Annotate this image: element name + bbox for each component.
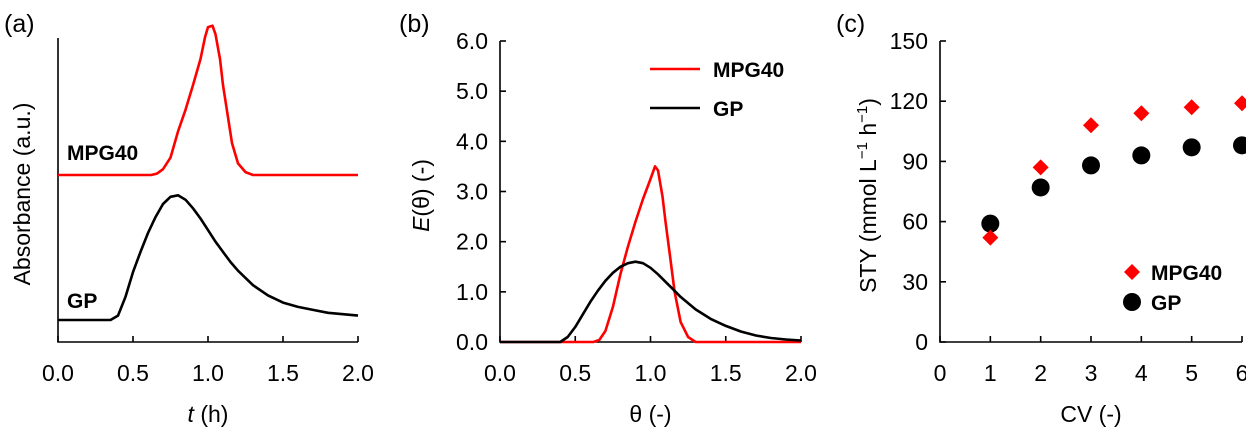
data-point-mpg40 xyxy=(982,230,998,246)
x-tick-label: 4 xyxy=(1135,360,1148,386)
x-tick-label: 0.5 xyxy=(117,360,149,386)
legend-swatch-gp xyxy=(1123,293,1141,311)
panel-label: (c) xyxy=(836,10,865,38)
y-axis-label-end: ) xyxy=(855,98,881,106)
legend-label-gp: GP xyxy=(1151,292,1181,315)
series-line-mpg40 xyxy=(500,166,801,342)
legend: MPG40 GP xyxy=(1123,262,1222,315)
y-tick-label: 2.0 xyxy=(456,229,488,255)
data-point-gp xyxy=(1233,136,1246,154)
panel-label: (a) xyxy=(4,10,35,38)
x-tick-label: 1 xyxy=(984,360,997,386)
legend-label-mpg40: MPG40 xyxy=(713,59,784,82)
x-axis-label-unit: (h) xyxy=(194,401,229,427)
y-axis-label: Absorbance (a.u.) xyxy=(9,103,35,286)
series-line-gp xyxy=(500,262,801,342)
panel-a: 0.0 0.5 1.0 1.5 2.0 t (h) Absorbance (a.u.) MPG… xyxy=(4,10,374,427)
x-tick-label: 5 xyxy=(1185,360,1198,386)
x-tick-label: 0.5 xyxy=(559,360,591,386)
legend-label-gp: GP xyxy=(713,98,743,121)
x-tick-label: 0.0 xyxy=(484,360,516,386)
x-tick-label: 0 xyxy=(934,360,947,386)
x-axis-label: θ (-) xyxy=(629,401,671,427)
y-tick-label: 1.0 xyxy=(456,279,488,305)
y-axis-label: E(θ) (-) xyxy=(408,159,434,232)
data-point-gp xyxy=(1032,178,1050,196)
series-label-gp: GP xyxy=(67,290,97,313)
axes-frame xyxy=(940,41,1242,342)
marks xyxy=(981,95,1246,245)
x-tick-label: 2 xyxy=(1034,360,1047,386)
data-point-gp xyxy=(1183,138,1201,156)
x-tick-label: 6 xyxy=(1236,360,1246,386)
y-tick-label: 6.0 xyxy=(456,28,488,54)
y-axis-label-sup2: −1 xyxy=(854,106,871,123)
y-tick-label: 90 xyxy=(902,148,928,174)
y-tick-label: 150 xyxy=(890,28,928,54)
y-axis-label-sup1: −1 xyxy=(854,142,871,159)
y-axis-label: STY (mmol L−1 h−1) xyxy=(854,98,881,293)
y-tick-label: 3.0 xyxy=(456,179,488,205)
y-tick-label: 120 xyxy=(890,88,928,114)
y-tick-label: 60 xyxy=(902,209,928,235)
x-axis-label: t (h) xyxy=(188,401,229,427)
axes-frame xyxy=(58,38,358,342)
x-axis-label: CV (-) xyxy=(1060,401,1121,427)
x-tick-label: 1.5 xyxy=(710,360,742,386)
y-axis-label-mid: h xyxy=(855,123,881,142)
panel-label: (b) xyxy=(399,10,430,38)
legend: MPG40 GP xyxy=(650,59,784,121)
panel-b: 0.0 0.5 1.0 1.5 2.0 0.0 1.0 2.0 3.0 4.0 5.0 6.0 θ (-… xyxy=(399,10,817,427)
x-tick-label: 1.0 xyxy=(635,360,667,386)
legend-label-mpg40: MPG40 xyxy=(1151,262,1222,285)
y-tick-label: 5.0 xyxy=(456,78,488,104)
x-tick-label: 0.0 xyxy=(42,360,74,386)
y-tick-label: 4.0 xyxy=(456,128,488,154)
legend-swatch-mpg40 xyxy=(1124,264,1140,280)
axes-frame xyxy=(500,41,801,342)
x-tick-label: 1.0 xyxy=(192,360,224,386)
y-tick-label: 0 xyxy=(915,329,928,355)
y-axis-label-main: STY (mmol L xyxy=(855,159,881,293)
data-point-mpg40 xyxy=(1184,99,1200,115)
data-point-mpg40 xyxy=(1234,95,1246,111)
x-tick-label: 2.0 xyxy=(342,360,374,386)
y-axis-label-rest: (θ) (-) xyxy=(408,159,434,216)
data-point-gp xyxy=(1082,156,1100,174)
data-point-gp xyxy=(1132,146,1150,164)
y-tick-label: 0.0 xyxy=(456,329,488,355)
data-point-mpg40 xyxy=(1133,105,1149,121)
y-axis-label-var: E xyxy=(408,216,434,232)
series-line-gp xyxy=(58,195,358,320)
y-tick-label: 30 xyxy=(902,269,928,295)
x-tick-label: 1.5 xyxy=(267,360,299,386)
data-point-mpg40 xyxy=(1033,159,1049,175)
data-point-mpg40 xyxy=(1083,117,1099,133)
series-label-mpg40: MPG40 xyxy=(67,142,138,165)
x-tick-label: 3 xyxy=(1085,360,1098,386)
x-tick-label: 2.0 xyxy=(785,360,817,386)
